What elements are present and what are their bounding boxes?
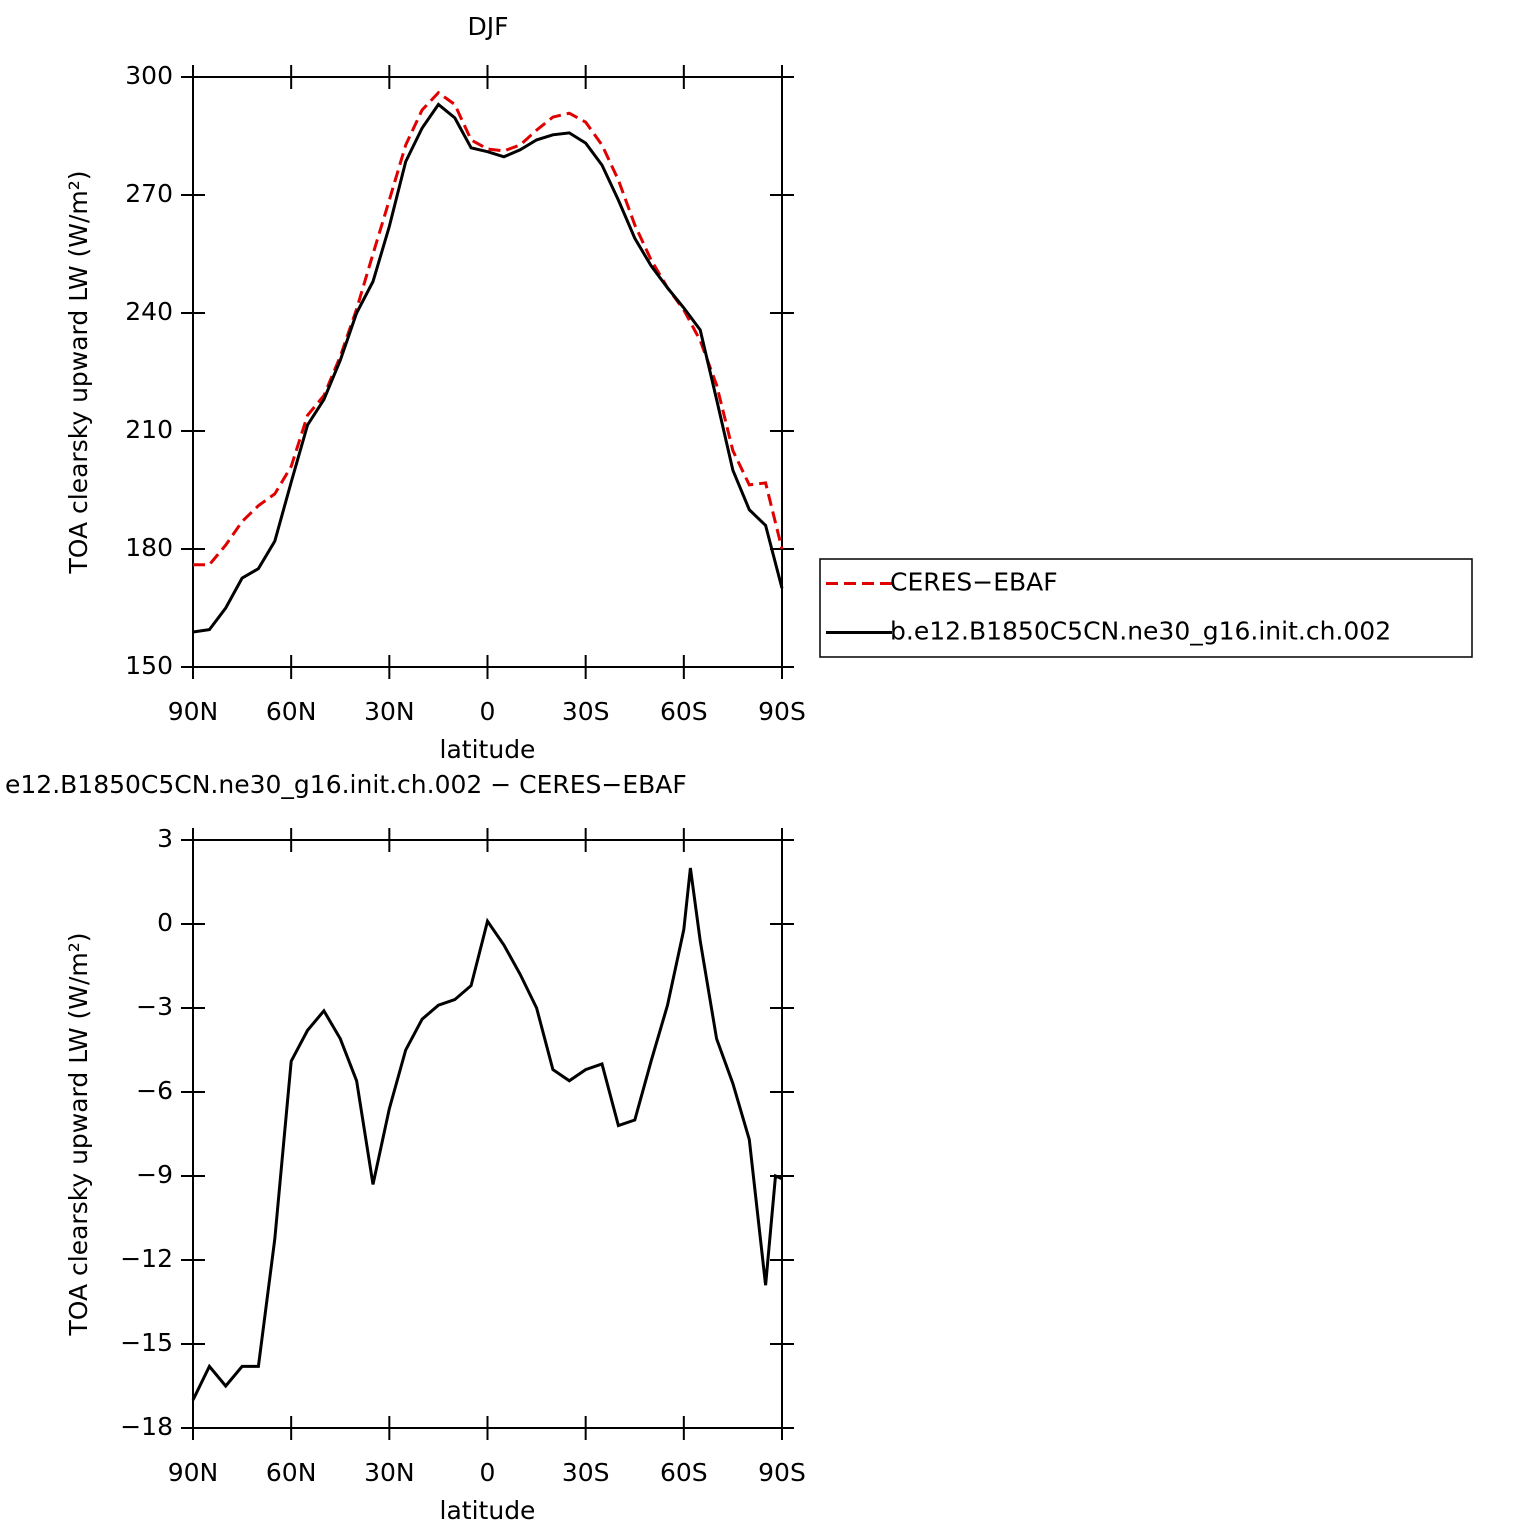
y-tick-label: −6 <box>136 1076 173 1105</box>
y-tick-label: 0 <box>157 908 173 937</box>
y-tick-label: 270 <box>125 179 173 208</box>
x-tick-label: 30S <box>562 1458 610 1487</box>
chart-title: DJF <box>467 12 508 41</box>
legend-box <box>819 558 1473 658</box>
y-axis-label: TOA clearsky upward LW (W/m²) <box>64 170 93 574</box>
legend-label: b.e12.B1850C5CN.ne30_g16.init.ch.002 <box>890 617 1391 646</box>
x-tick-label: 90S <box>758 697 806 726</box>
y-tick-label: 150 <box>125 651 173 680</box>
x-axis-label: latitude <box>440 735 536 764</box>
x-tick-label: 90N <box>168 1458 219 1487</box>
x-tick-label: 90N <box>168 697 219 726</box>
x-tick-label: 60S <box>660 1458 708 1487</box>
x-tick-label: 60N <box>266 1458 317 1487</box>
plot-frame <box>192 76 783 668</box>
chart-title: e12.B1850C5CN.ne30_g16.init.ch.002 − CER… <box>5 770 687 799</box>
legend-label: CERES−EBAF <box>890 568 1058 597</box>
data-line <box>193 90 784 567</box>
y-tick-label: 3 <box>157 824 173 853</box>
x-tick-label: 60S <box>660 697 708 726</box>
x-tick-label: 60N <box>266 697 317 726</box>
data-line <box>192 102 784 634</box>
y-tick-label: −15 <box>120 1328 173 1357</box>
x-axis-label: latitude <box>440 1496 536 1525</box>
y-tick-label: 180 <box>125 533 173 562</box>
plot-frame <box>192 839 783 1429</box>
y-tick-label: −9 <box>136 1160 173 1189</box>
y-tick-label: 240 <box>125 297 173 326</box>
y-tick-label: −3 <box>136 992 173 1021</box>
data-line <box>191 867 783 1401</box>
y-axis-label: TOA clearsky upward LW (W/m²) <box>64 932 93 1336</box>
x-tick-label: 30S <box>562 697 610 726</box>
x-tick-label: 30N <box>364 1458 415 1487</box>
y-tick-label: 300 <box>125 61 173 90</box>
y-tick-label: −12 <box>120 1244 173 1273</box>
x-tick-label: 0 <box>480 697 496 726</box>
y-tick-label: 210 <box>125 415 173 444</box>
x-tick-label: 90S <box>758 1458 806 1487</box>
x-tick-label: 30N <box>364 697 415 726</box>
x-tick-label: 0 <box>480 1458 496 1487</box>
y-tick-label: −18 <box>120 1412 173 1441</box>
